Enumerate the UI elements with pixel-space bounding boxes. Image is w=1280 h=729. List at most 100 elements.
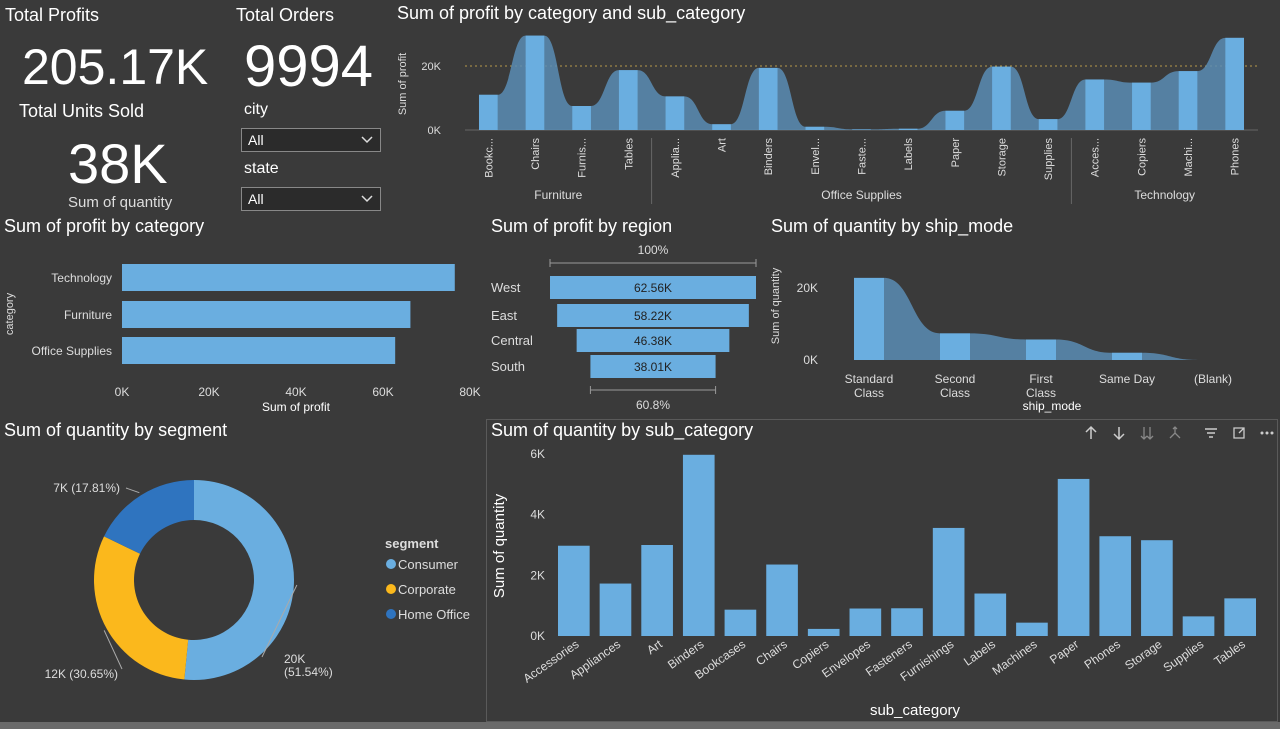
chart-title-profit-category: Sum of profit by category bbox=[4, 216, 205, 236]
filter-icon[interactable] bbox=[1203, 425, 1219, 441]
legend-marker bbox=[386, 584, 396, 594]
x-tick-label: Class bbox=[940, 386, 970, 400]
hierarchy-icon[interactable] bbox=[1167, 425, 1183, 441]
funnel-bar-south bbox=[590, 355, 716, 378]
state-slicer-label: state bbox=[244, 160, 279, 177]
x-tick-label: Labels bbox=[903, 138, 915, 171]
chart-title-profit-region: Sum of profit by region bbox=[491, 216, 673, 236]
more-options-icon[interactable] bbox=[1259, 425, 1275, 441]
x-tick-label: Class bbox=[854, 386, 884, 400]
y-tick-label: Furniture bbox=[64, 308, 112, 322]
x-tick-label: (Blank) bbox=[1194, 372, 1232, 386]
x-tick-label: Machines bbox=[990, 637, 1040, 678]
total-orders-value: 9994 bbox=[244, 34, 374, 99]
bar-chairs bbox=[525, 35, 545, 130]
legend-item-consumer: Consumer bbox=[398, 557, 459, 572]
x-tick-label: Supplies bbox=[1043, 138, 1055, 181]
x-tick-label: Chairs bbox=[530, 138, 542, 170]
donut-slice-home-office bbox=[104, 480, 194, 554]
focus-mode-icon[interactable] bbox=[1231, 425, 1247, 441]
x-tick-label: Art bbox=[717, 138, 729, 152]
x-tick-label: First bbox=[1029, 372, 1053, 386]
data-label: 7K (17.81%) bbox=[53, 481, 120, 495]
bar-labels bbox=[898, 128, 918, 130]
leader-line bbox=[125, 487, 140, 494]
x-tick-label: Envel... bbox=[810, 138, 822, 175]
category-label: South bbox=[491, 359, 525, 374]
bar-faste bbox=[852, 129, 871, 130]
bar-sameday bbox=[1112, 352, 1142, 360]
x-tick-label: Acces... bbox=[1090, 138, 1102, 177]
legend-title: segment bbox=[385, 536, 439, 551]
funnel-bar-central bbox=[576, 329, 730, 352]
chart-title-qty-shipmode: Sum of quantity by ship_mode bbox=[771, 216, 1014, 236]
x-tick-label: Applia... bbox=[670, 138, 682, 178]
bar-chairs bbox=[766, 564, 798, 636]
arrow-up-icon[interactable] bbox=[1083, 425, 1099, 441]
funnel-bar-east bbox=[557, 304, 749, 327]
total-profits-label: Total Profits bbox=[5, 5, 100, 25]
bar-machi bbox=[1178, 71, 1198, 130]
donut-slice-consumer bbox=[184, 480, 295, 680]
bar-firstclass bbox=[1026, 339, 1056, 360]
total-units-label: Total Units Sold bbox=[19, 101, 145, 121]
bar-secondclass bbox=[940, 333, 970, 360]
data-label: 38.01K bbox=[634, 360, 672, 374]
bar-supplies bbox=[1182, 616, 1215, 636]
x-tick-label: Paper bbox=[1047, 637, 1081, 667]
data-label: 12K (30.65%) bbox=[45, 667, 118, 681]
x-tick-label: Tables bbox=[623, 138, 635, 170]
y-axis-title: category bbox=[4, 292, 16, 335]
x-tick-label: Tables bbox=[1211, 637, 1247, 668]
bar-fasteners bbox=[891, 608, 923, 636]
bar-office-supplies bbox=[122, 337, 396, 364]
bar-labels bbox=[974, 593, 1007, 636]
group-label: Technology bbox=[1134, 188, 1195, 202]
x-tick-label: 60K bbox=[372, 385, 393, 399]
chart-qty-segment: 20K(51.54%) 12K (30.65%) 7K (17.81%) segmen… bbox=[45, 480, 470, 681]
x-tick-label: Paper bbox=[950, 138, 962, 168]
category-label: Central bbox=[491, 333, 533, 348]
x-tick-label: Art bbox=[644, 637, 665, 658]
bar-bookcases bbox=[724, 609, 757, 636]
x-tick-label: Machi... bbox=[1183, 138, 1195, 177]
y-tick-label: 0K bbox=[803, 353, 818, 367]
y-tick-label: 20K bbox=[797, 281, 818, 295]
expand-all-down-icon[interactable] bbox=[1139, 425, 1155, 441]
city-dropdown-value: All bbox=[248, 132, 264, 148]
x-axis-title: Sum of profit bbox=[262, 400, 331, 414]
y-axis-title: Sum of quantity bbox=[491, 493, 508, 598]
bar-storage bbox=[1141, 540, 1173, 636]
bar-acces bbox=[1085, 79, 1105, 130]
y-axis-title: Sum of profit bbox=[397, 53, 409, 115]
legend-item-corporate: Corporate bbox=[398, 582, 456, 597]
total-orders-label: Total Orders bbox=[236, 5, 335, 25]
bar-envel bbox=[805, 126, 825, 130]
x-axis-title: sub_category bbox=[870, 702, 961, 719]
y-tick-label: 0K bbox=[530, 629, 545, 643]
y-tick-label: 0K bbox=[428, 125, 442, 137]
chart-profit-category: Technology Furniture Office Supplies 0K 20K 4… bbox=[4, 264, 481, 414]
y-tick-label: 20K bbox=[421, 61, 441, 73]
bar-envelopes bbox=[849, 608, 882, 636]
city-dropdown[interactable]: All bbox=[241, 128, 381, 152]
x-tick-label: Furnis... bbox=[577, 138, 589, 178]
bar-art bbox=[641, 545, 673, 636]
state-dropdown[interactable]: All bbox=[241, 187, 381, 211]
page-scrollbar[interactable] bbox=[0, 722, 1280, 729]
bar-phones bbox=[1099, 536, 1132, 636]
arrow-down-icon[interactable] bbox=[1111, 425, 1127, 441]
x-tick-label: Faste... bbox=[857, 138, 869, 175]
bar-binders bbox=[682, 454, 715, 636]
y-tick-label: 4K bbox=[530, 508, 545, 522]
group-label: Office Supplies bbox=[821, 188, 902, 202]
y-tick-label: 2K bbox=[530, 568, 545, 582]
chart-title-subcat-profit: Sum of profit by category and sub_catego… bbox=[397, 3, 746, 23]
chart-title-qty-segment: Sum of quantity by segment bbox=[4, 420, 228, 440]
funnel-bar-west bbox=[550, 276, 756, 299]
x-tick-label: Binders bbox=[763, 138, 775, 176]
bar-copiers bbox=[1132, 82, 1151, 130]
total-profits-value: 205.17K bbox=[22, 39, 209, 95]
x-tick-label: Standard bbox=[845, 372, 894, 386]
area-fill bbox=[478, 35, 1245, 130]
